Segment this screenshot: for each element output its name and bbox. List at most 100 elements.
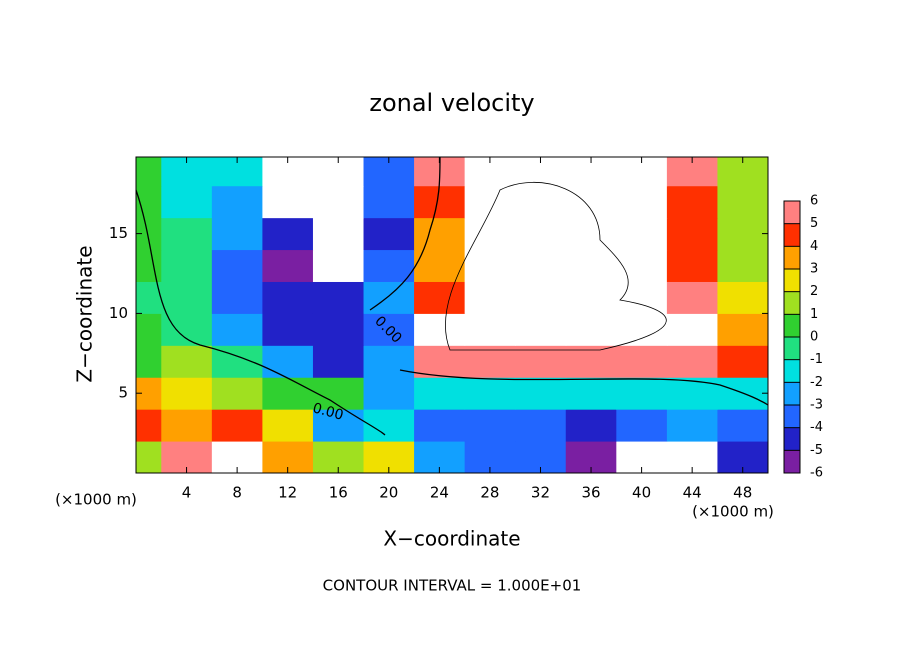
contours xyxy=(135,156,769,436)
field-cell xyxy=(414,377,466,410)
contour-line xyxy=(445,182,667,351)
colorbar-swatch xyxy=(784,201,800,224)
field-cell xyxy=(363,313,415,346)
colorbar-label: 0 xyxy=(810,330,818,345)
field-cell xyxy=(161,345,213,378)
field-cell xyxy=(363,249,415,282)
field-cell xyxy=(211,249,263,282)
chart-title: zonal velocity xyxy=(369,89,534,117)
field-cell xyxy=(565,345,617,378)
field-cell xyxy=(262,377,314,410)
field-cell xyxy=(464,217,516,251)
field-cell xyxy=(616,249,668,282)
field-cell xyxy=(363,185,415,219)
field-cell xyxy=(161,217,213,251)
field-cell xyxy=(363,377,415,410)
field-cell xyxy=(464,185,516,219)
contour-line xyxy=(369,156,441,311)
field-cell xyxy=(565,249,617,282)
field-cell xyxy=(616,217,668,251)
field-cell xyxy=(666,377,718,410)
field-cell xyxy=(464,345,516,378)
colorbar-swatch xyxy=(784,359,800,383)
field-cell xyxy=(515,249,567,282)
field-cell xyxy=(414,345,466,378)
colorbar-label: -2 xyxy=(810,375,823,390)
colorbar-label: 2 xyxy=(810,284,818,299)
colorbar-label: -3 xyxy=(810,398,823,413)
field-cell xyxy=(515,409,567,442)
colorbar-label: 3 xyxy=(810,262,818,277)
field-cell xyxy=(414,185,466,219)
field-cell xyxy=(161,409,213,442)
field-cell xyxy=(666,345,718,378)
field-cell xyxy=(312,281,365,314)
colorbar-swatch xyxy=(784,291,800,315)
field-cell xyxy=(136,441,162,474)
field-cell xyxy=(211,281,263,314)
field-cell xyxy=(464,377,516,410)
field-cell xyxy=(211,185,263,219)
field-cell xyxy=(616,377,668,410)
field-cell xyxy=(312,249,365,282)
y-axis-label: Z−coordinate xyxy=(73,245,97,382)
x-tick-label: 36 xyxy=(581,484,600,502)
plot-frame xyxy=(135,156,769,474)
field-cell xyxy=(136,157,162,187)
field-cell xyxy=(414,409,466,442)
field-cell xyxy=(666,281,718,314)
field-cell xyxy=(616,281,668,314)
field-cell xyxy=(616,409,668,442)
field-cell xyxy=(136,313,162,346)
field-cell xyxy=(717,313,769,346)
field-cell xyxy=(515,185,567,219)
field-cell xyxy=(161,185,213,219)
field-cell xyxy=(565,281,617,314)
contour-line xyxy=(135,189,386,436)
field-cell xyxy=(161,313,213,346)
field-cell xyxy=(363,345,415,378)
field-cell xyxy=(211,217,263,251)
field-cell xyxy=(515,313,567,346)
x-tick-label: 32 xyxy=(531,484,550,502)
field-cell xyxy=(616,185,668,219)
colorbar-label: 6 xyxy=(810,194,818,209)
field-cell xyxy=(363,217,415,251)
field-cell xyxy=(262,409,314,442)
contour-line xyxy=(399,369,769,406)
field-cell xyxy=(211,377,263,410)
field-cell xyxy=(616,313,668,346)
field-cell xyxy=(666,185,718,219)
field-cell xyxy=(717,249,769,282)
x-tick-label: 24 xyxy=(430,484,449,502)
field-cell xyxy=(414,217,466,251)
x-axis-label: X−coordinate xyxy=(383,527,520,551)
field-cell xyxy=(211,313,263,346)
colorbar-label: -4 xyxy=(810,420,823,435)
field-cell xyxy=(717,281,769,314)
colorbar-swatch xyxy=(784,314,800,337)
field-cell xyxy=(136,345,162,378)
field-cell xyxy=(515,281,567,314)
x-tick-label: 4 xyxy=(182,484,192,502)
field-cell xyxy=(616,345,668,378)
field-cell xyxy=(414,249,466,282)
field-cell xyxy=(666,313,718,346)
field-cell xyxy=(515,377,567,410)
y-unit-label: (×1000 m) xyxy=(55,491,137,509)
field-cell xyxy=(666,249,718,282)
field-cell xyxy=(211,409,263,442)
field-cell xyxy=(464,313,516,346)
field-cell xyxy=(464,409,516,442)
colorbar-swatch xyxy=(784,269,800,292)
y-tick-label: 15 xyxy=(109,224,128,242)
colorbar-swatch xyxy=(784,246,800,269)
field-cell xyxy=(262,313,314,346)
colorbar-swatch xyxy=(784,382,800,405)
x-tick-label: 20 xyxy=(379,484,398,502)
field-cell xyxy=(262,345,314,378)
field-cell xyxy=(565,217,617,251)
colorbar-swatch xyxy=(784,450,800,473)
x-unit-label: (×1000 m) xyxy=(692,503,774,521)
